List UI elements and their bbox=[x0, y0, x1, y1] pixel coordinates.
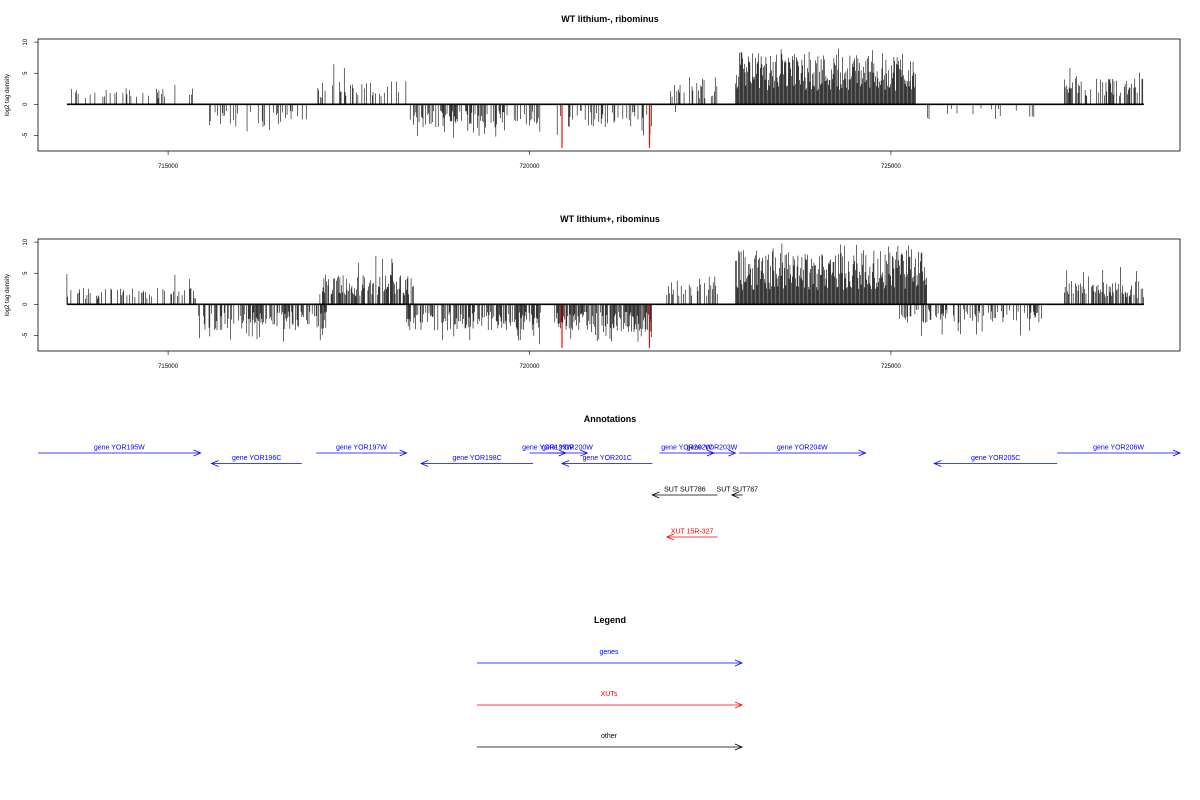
feature-label: gene YOR204W bbox=[777, 445, 828, 452]
signal-bars bbox=[71, 48, 1144, 138]
highlight-bars bbox=[561, 104, 651, 148]
legend-arrowhead bbox=[734, 743, 744, 751]
feature-label: gene YOR195W bbox=[94, 445, 145, 452]
annotation-feature: gene YOR206W bbox=[1057, 445, 1182, 457]
feature-arrowhead bbox=[933, 460, 942, 467]
annotation-feature: XUT 15R-327 bbox=[665, 529, 718, 541]
legend-item: genes bbox=[477, 649, 744, 667]
y-tick-label: 0 bbox=[23, 302, 29, 306]
feature-arrowhead bbox=[580, 449, 589, 457]
annotation-feature: gene YOR196C bbox=[210, 455, 302, 467]
feature-arrowhead bbox=[561, 460, 570, 467]
feature-label: gene YOR201C bbox=[583, 455, 632, 462]
legend-title: Legend bbox=[594, 615, 626, 625]
feature-label: gene YOR202W bbox=[661, 445, 712, 452]
annotation-feature: gene YOR197W bbox=[316, 445, 408, 457]
feature-arrowhead bbox=[193, 449, 202, 457]
y-tick-label: 5 bbox=[23, 71, 29, 75]
x-tick-label: 725000 bbox=[881, 364, 902, 370]
legend-items: genes XUTs other bbox=[477, 649, 744, 751]
feature-arrowhead bbox=[210, 460, 219, 467]
feature-arrowhead bbox=[665, 533, 674, 541]
feature-arrowhead bbox=[651, 491, 660, 499]
annotation-feature: SUT SUT786 bbox=[651, 487, 718, 499]
track-title: WT lithium-, ribominus bbox=[561, 14, 659, 24]
feature-arrowhead bbox=[1172, 449, 1182, 457]
annotations-title: Annotations bbox=[584, 414, 637, 424]
x-tick-label: 725000 bbox=[881, 164, 902, 170]
legend-label: genes bbox=[599, 649, 619, 656]
x-tick-label: 720000 bbox=[519, 364, 540, 370]
feature-label: SUT SUT787 bbox=[717, 487, 759, 494]
annotation-feature: SUT SUT787 bbox=[717, 487, 759, 499]
annotation-feature: gene YOR203W bbox=[687, 445, 738, 457]
feature-label: gene YOR199W bbox=[522, 445, 573, 452]
y-tick-label: -5 bbox=[23, 332, 29, 338]
legend-arrowhead bbox=[734, 701, 744, 709]
feature-label: SUT SUT786 bbox=[664, 487, 706, 494]
x-tick-label: 720000 bbox=[519, 164, 540, 170]
annotation-feature: gene YOR195W bbox=[38, 445, 202, 457]
feature-arrowhead bbox=[730, 491, 740, 499]
track-panel-lithium-minus: WT lithium-, ribominus log2 tag density … bbox=[5, 14, 1181, 170]
x-tick-label: 715000 bbox=[158, 164, 179, 170]
plot-frame bbox=[37, 238, 1181, 352]
feature-arrowhead bbox=[420, 460, 429, 467]
legend-panel: Legend genes XUTs other bbox=[477, 615, 744, 751]
legend-item: other bbox=[477, 733, 744, 751]
y-tick-label: 0 bbox=[23, 102, 29, 106]
y-axis-label: log2 tag density bbox=[5, 274, 11, 316]
track-panel-lithium-plus: WT lithium+, ribominus log2 tag density … bbox=[5, 214, 1181, 370]
feature-label: gene YOR196C bbox=[232, 455, 281, 462]
feature-label: gene YOR205C bbox=[971, 455, 1020, 462]
annotation-feature: gene YOR201C bbox=[561, 455, 653, 467]
axes: -5 0 5 10 715000 720000 725000 bbox=[23, 238, 1144, 370]
feature-label: gene YOR206W bbox=[1093, 445, 1144, 452]
annotation-feature: gene YOR198C bbox=[420, 455, 534, 467]
feature-arrowhead bbox=[858, 449, 867, 457]
axes: -5 0 5 10 715000 720000 725000 bbox=[23, 38, 1144, 170]
signal-bars bbox=[66, 243, 1144, 345]
feature-arrowhead bbox=[399, 449, 408, 457]
feature-label: gene YOR200W bbox=[542, 445, 593, 452]
track-title: WT lithium+, ribominus bbox=[560, 214, 660, 224]
highlight-bars bbox=[561, 304, 651, 348]
legend-arrowhead bbox=[734, 659, 744, 667]
legend-label: other bbox=[601, 733, 618, 740]
feature-label: gene YOR203W bbox=[687, 445, 738, 452]
x-tick-label: 715000 bbox=[158, 364, 179, 370]
feature-label: XUT 15R-327 bbox=[671, 529, 714, 536]
feature-label: gene YOR198C bbox=[452, 455, 501, 462]
annotation-features: gene YOR195W gene YOR196C gene YOR197W gene… bbox=[38, 445, 1182, 541]
annotation-feature: gene YOR200W bbox=[542, 445, 593, 457]
plot-frame bbox=[37, 38, 1181, 152]
y-tick-label: 10 bbox=[23, 238, 29, 245]
y-tick-label: 5 bbox=[23, 271, 29, 275]
annotation-feature: gene YOR205C bbox=[933, 455, 1058, 467]
annotation-feature: gene YOR204W bbox=[739, 445, 867, 457]
feature-arrowhead bbox=[728, 449, 737, 457]
legend-label: XUTs bbox=[601, 691, 618, 698]
legend-item: XUTs bbox=[477, 691, 744, 709]
feature-label: gene YOR197W bbox=[336, 445, 387, 452]
y-tick-label: -5 bbox=[23, 132, 29, 138]
y-tick-label: 10 bbox=[23, 38, 29, 45]
y-axis-label: log2 tag density bbox=[5, 74, 11, 116]
